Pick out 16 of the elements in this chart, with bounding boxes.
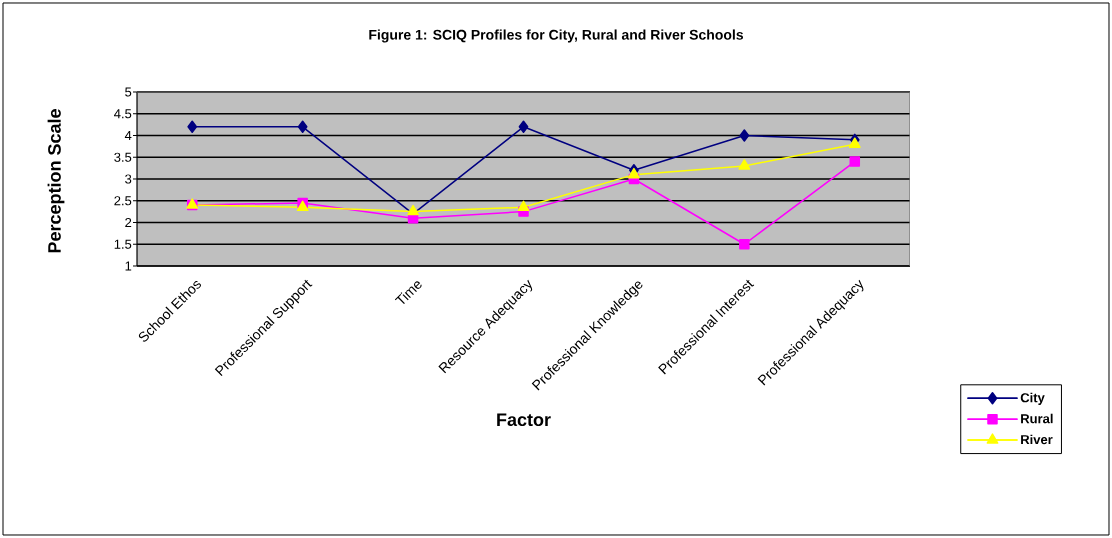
y-axis-title: Perception Scale bbox=[47, 109, 65, 253]
y-tick-label: 1.5 bbox=[114, 239, 132, 249]
legend-label: River bbox=[1021, 434, 1053, 445]
y-tick-label: 3 bbox=[125, 174, 132, 184]
y-tick-label: 2 bbox=[125, 217, 132, 228]
legend-label: Rural bbox=[1021, 413, 1053, 424]
chart-title: Figure 1: SCIQ Profiles for City, Rural and River Schools bbox=[369, 29, 744, 43]
y-tick-label: 5 bbox=[125, 87, 132, 97]
x-axis-title: Factor bbox=[497, 413, 551, 427]
y-tick-label: 3.5 bbox=[114, 152, 132, 162]
x-tick-label: Time bbox=[394, 281, 422, 305]
y-tick-label: 2.5 bbox=[114, 196, 132, 206]
y-tick-label: 4 bbox=[124, 131, 132, 140]
legend-label: City bbox=[1020, 392, 1045, 405]
y-tick-label: 1 bbox=[125, 261, 132, 271]
y-tick-label: 4.5 bbox=[114, 109, 132, 119]
